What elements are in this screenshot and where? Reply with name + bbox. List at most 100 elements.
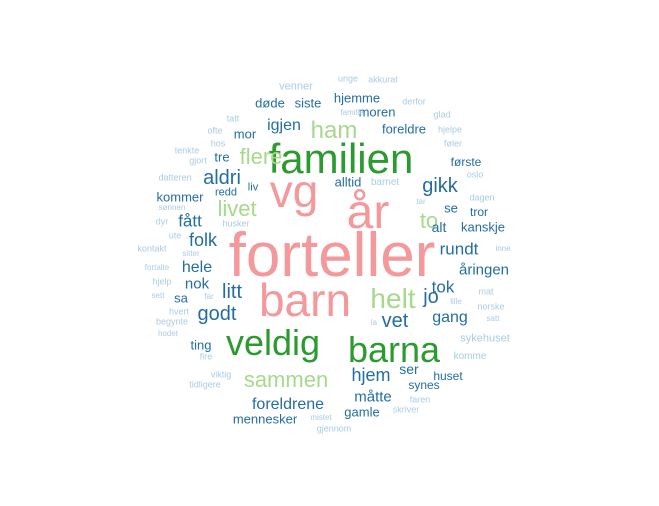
word-hos: hos: [210, 138, 226, 149]
word-gjennom: gjennom: [316, 423, 352, 434]
word-datteren: datteren: [158, 172, 192, 183]
word-hjelp: hjelp: [152, 276, 172, 287]
word-la: la: [370, 318, 378, 327]
word-husker: husker: [222, 218, 250, 229]
word-unge: unge: [337, 73, 359, 84]
word-dyr: dyr: [155, 216, 169, 227]
word-folk: folk: [188, 230, 218, 250]
word-f-ler: føler: [444, 138, 462, 149]
word-barna: barna: [347, 329, 441, 370]
word-vet: vet: [381, 310, 409, 332]
word-tre: tre: [214, 149, 230, 165]
word-alltid: alltid: [334, 174, 362, 190]
word-ham: ham: [310, 117, 358, 144]
word-livet: livet: [217, 196, 257, 221]
word-familien: familien: [268, 135, 414, 182]
word-skriver: skriver: [392, 404, 420, 415]
word-inne: inne: [495, 244, 511, 253]
word-siste: siste: [294, 95, 322, 111]
word-gikk: gikk: [422, 175, 458, 197]
word-to: to: [419, 208, 439, 233]
word-venner: venner: [279, 80, 313, 93]
word-viktig: viktig: [210, 369, 232, 380]
word-redd: redd: [214, 186, 238, 199]
word-mennesker: mennesker: [232, 411, 298, 427]
word-sammen: sammen: [243, 367, 329, 392]
word-mistet: mistet: [310, 413, 332, 422]
word-aldri: aldri: [203, 167, 241, 189]
word-godt: godt: [197, 303, 237, 325]
word-tatt: tatt: [226, 113, 240, 124]
word-mor: mor: [233, 126, 257, 142]
word-moren: moren: [358, 104, 396, 120]
word-tror: tror: [470, 205, 488, 219]
word-s-nnen: sønnen: [158, 203, 186, 212]
word-hvert: hvert: [168, 306, 190, 317]
word-derfor: derfor: [402, 96, 426, 107]
word-fire: fire: [199, 351, 213, 362]
word-fatt: fått: [178, 211, 202, 231]
word-lille: lille: [450, 297, 462, 306]
word-vg: vg: [269, 165, 319, 217]
word-ar: år: [346, 186, 390, 239]
word-barnet: barnet: [370, 177, 400, 188]
word-f-rste: første: [450, 155, 482, 169]
word-helt: helt: [370, 283, 416, 314]
word-litt: litt: [222, 281, 242, 303]
word-faren: faren: [409, 394, 431, 405]
word-rundt: rundt: [439, 239, 479, 259]
word-hodet: hodet: [157, 329, 179, 338]
word-ute: ute: [168, 230, 182, 241]
word-sitter: sitter: [182, 249, 200, 258]
word-d-de: døde: [255, 95, 285, 111]
word-gjort: gjort: [189, 155, 207, 166]
word-norske: norske: [477, 301, 505, 312]
word-mat: mat: [478, 286, 494, 297]
word-oslo: oslo: [466, 169, 484, 180]
word-begynte: begynte: [155, 316, 189, 327]
word-alt: alt: [431, 219, 447, 235]
word-akkurat: akkurat: [368, 74, 398, 85]
word-veldig: veldig: [225, 322, 321, 363]
word-tok: tok: [431, 277, 455, 297]
word-fortalte: fortalte: [144, 263, 170, 272]
word-matte: måtte: [354, 388, 392, 406]
word-glad: glad: [433, 109, 451, 120]
word-hjelpe: hjelpe: [437, 124, 463, 135]
word-jo: jo: [423, 286, 439, 308]
word-kommer: kommer: [156, 189, 204, 205]
word-gang: gang: [432, 309, 468, 326]
word-dagen: dagen: [469, 192, 495, 203]
word-tar: tar: [416, 197, 426, 206]
word-hjem: hjem: [351, 365, 391, 385]
word-tenkte: tenkte: [174, 145, 200, 156]
word-flere: flere: [239, 144, 283, 169]
word-hele: hele: [181, 259, 213, 276]
word-sa: sa: [174, 290, 188, 306]
word-barn: barn: [258, 274, 352, 326]
word-ting: ting: [190, 337, 212, 353]
word-foreldrene: foreldrene: [251, 396, 325, 413]
word-huset: huset: [433, 369, 463, 383]
word-hjemme: hjemme: [333, 90, 381, 106]
word-sykehuset: sykehuset: [460, 332, 510, 345]
word-gamle: gamle: [344, 404, 380, 420]
word-nok: nok: [184, 275, 210, 293]
word-kanskje: kanskje: [460, 219, 506, 235]
word-forteller: forteller: [228, 221, 436, 290]
word-igjen: igjen: [267, 117, 301, 134]
word-komme: komme: [453, 351, 487, 362]
word-kontakt: kontakt: [137, 243, 167, 254]
word-se: se: [444, 200, 458, 216]
word-foreldre: foreldre: [381, 121, 427, 137]
word-aringen: åringen: [458, 261, 510, 279]
word-sett: sett: [151, 291, 165, 300]
word-familie: familie: [340, 108, 364, 117]
word-satt: satt: [486, 314, 500, 323]
word-liv: liv: [247, 181, 259, 194]
word-synes: synes: [408, 378, 440, 392]
word-ser: ser: [399, 361, 419, 377]
word-ofte: ofte: [207, 125, 223, 136]
word-tidligere: tidligere: [189, 379, 221, 390]
